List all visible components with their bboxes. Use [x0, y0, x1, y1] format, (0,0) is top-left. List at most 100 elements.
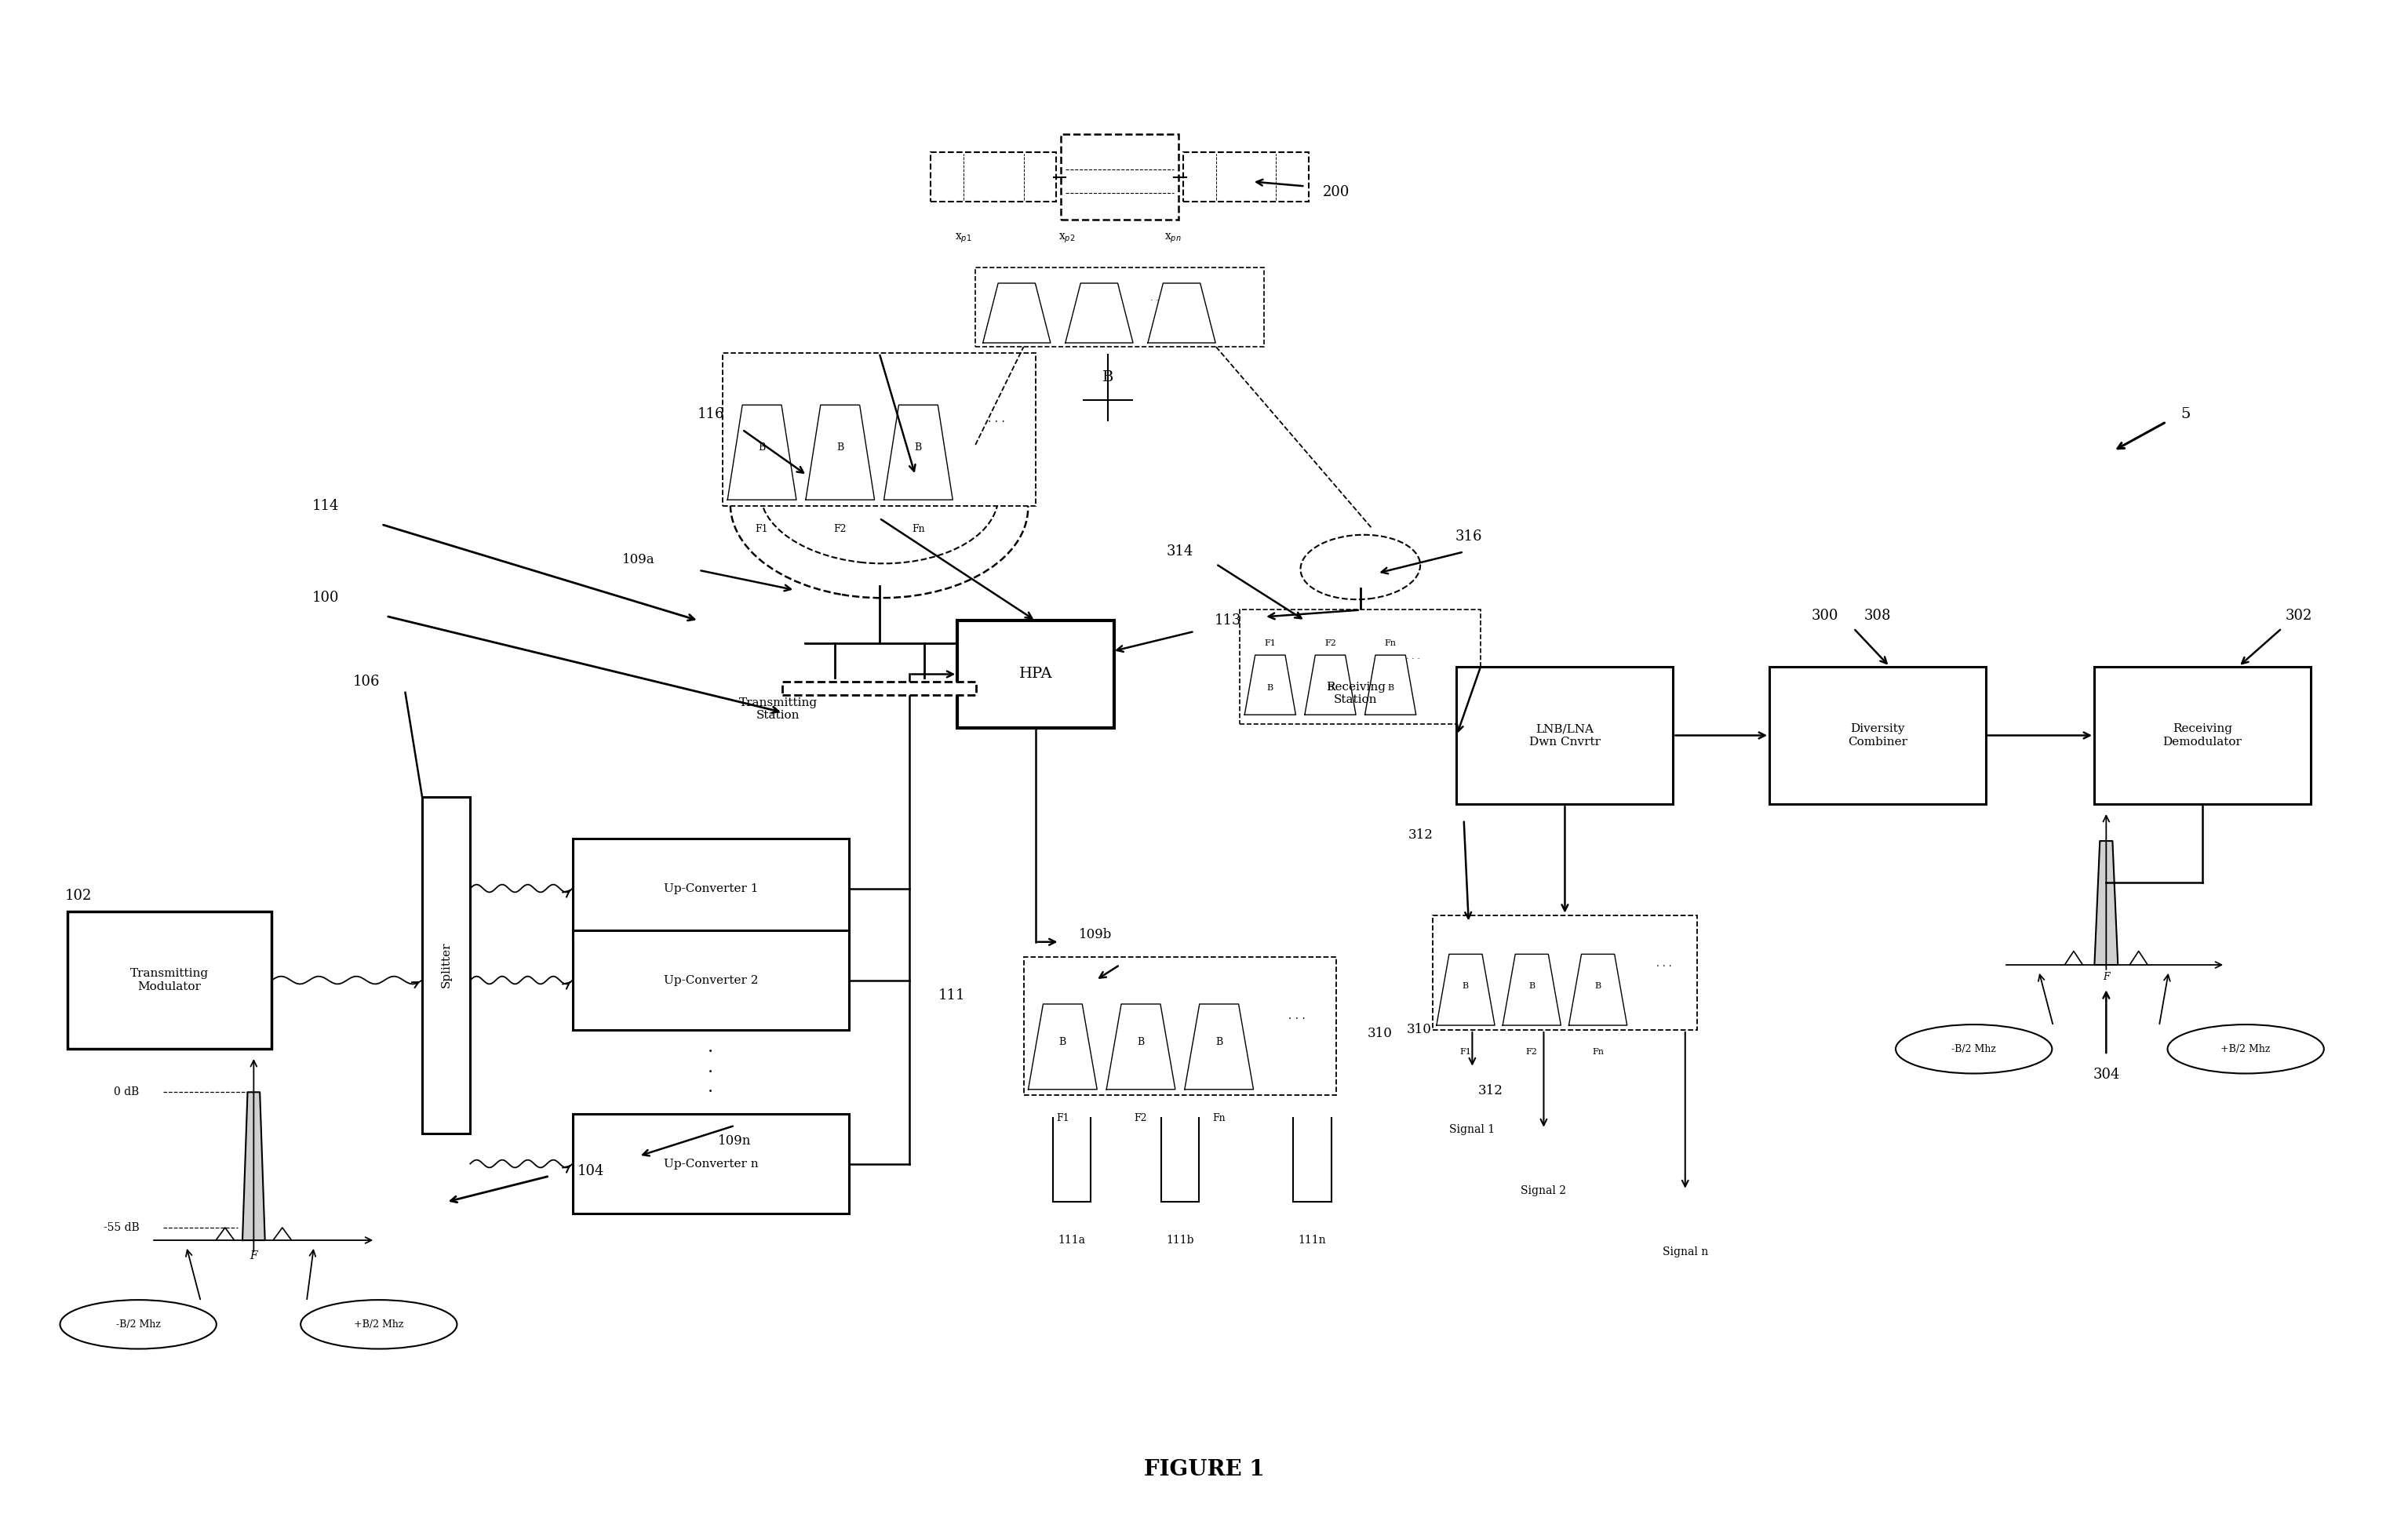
Text: 200: 200	[1322, 185, 1351, 199]
Text: LNB/LNA
Dwn Cnvrtr: LNB/LNA Dwn Cnvrtr	[1529, 723, 1601, 748]
Text: Transmitting
Station: Transmitting Station	[739, 697, 816, 722]
FancyBboxPatch shape	[1433, 915, 1698, 1030]
FancyBboxPatch shape	[2095, 666, 2312, 804]
Text: Up-Converter n: Up-Converter n	[665, 1158, 759, 1169]
Text: B: B	[1216, 1037, 1223, 1048]
Text: ·
·
·: · · ·	[708, 1043, 713, 1100]
FancyBboxPatch shape	[1062, 135, 1180, 221]
Text: · · ·: · · ·	[1406, 656, 1421, 663]
Text: 302: 302	[2285, 610, 2312, 624]
Text: F1: F1	[1264, 639, 1276, 648]
FancyBboxPatch shape	[1023, 958, 1336, 1095]
Text: B: B	[836, 443, 843, 453]
Text: B: B	[1267, 683, 1274, 692]
FancyBboxPatch shape	[1240, 610, 1481, 725]
Text: 0 dB: 0 dB	[113, 1086, 140, 1097]
Text: +B/2 Mhz: +B/2 Mhz	[2220, 1043, 2271, 1054]
Text: 106: 106	[354, 674, 380, 689]
Text: Diversity
Combiner: Diversity Combiner	[1847, 723, 1907, 748]
FancyBboxPatch shape	[722, 352, 1035, 506]
FancyBboxPatch shape	[1770, 666, 1987, 804]
Text: Signal n: Signal n	[1662, 1246, 1707, 1258]
Text: B: B	[1327, 683, 1334, 692]
Text: F1: F1	[756, 524, 768, 535]
Text: F1: F1	[1057, 1114, 1069, 1123]
Text: 304: 304	[2093, 1068, 2119, 1082]
Text: Transmitting
Modulator: Transmitting Modulator	[130, 968, 209, 993]
Polygon shape	[243, 1092, 265, 1241]
Text: Receiving
Station: Receiving Station	[1327, 682, 1385, 706]
FancyBboxPatch shape	[573, 838, 850, 938]
Text: x$_{p1}$: x$_{p1}$	[956, 231, 973, 245]
Polygon shape	[2095, 841, 2119, 965]
Ellipse shape	[301, 1301, 458, 1348]
Text: B: B	[1462, 982, 1469, 990]
Text: B: B	[1103, 371, 1112, 385]
Text: 104: 104	[578, 1164, 604, 1178]
Text: B: B	[1387, 683, 1394, 692]
FancyBboxPatch shape	[975, 267, 1264, 346]
Text: B: B	[1060, 1037, 1067, 1048]
Text: B: B	[915, 443, 922, 453]
Text: · ·: · ·	[1151, 297, 1158, 305]
Text: Fn: Fn	[1592, 1048, 1604, 1056]
Text: · · ·: · · ·	[987, 417, 1004, 427]
Text: 111: 111	[937, 988, 966, 1002]
FancyBboxPatch shape	[1457, 666, 1674, 804]
Text: Up-Converter 1: Up-Converter 1	[665, 882, 759, 893]
Ellipse shape	[60, 1301, 217, 1348]
Text: Up-Converter 2: Up-Converter 2	[665, 974, 759, 985]
Text: F2: F2	[833, 524, 848, 535]
Text: HPA: HPA	[1019, 666, 1052, 682]
Text: 310: 310	[1368, 1026, 1392, 1040]
FancyBboxPatch shape	[932, 153, 1057, 202]
Text: -B/2 Mhz: -B/2 Mhz	[116, 1319, 161, 1330]
Text: Fn: Fn	[913, 524, 925, 535]
FancyBboxPatch shape	[67, 912, 272, 1049]
Text: 300: 300	[1811, 610, 1837, 624]
Ellipse shape	[730, 414, 1028, 597]
Text: 5: 5	[2182, 408, 2191, 421]
Text: Splitter: Splitter	[441, 942, 453, 988]
Text: x$_{p2}$: x$_{p2}$	[1060, 231, 1076, 245]
Text: Receiving
Demodulator: Receiving Demodulator	[2162, 723, 2242, 748]
Text: 312: 312	[1479, 1085, 1503, 1098]
Ellipse shape	[1895, 1025, 2052, 1074]
FancyBboxPatch shape	[573, 1114, 850, 1213]
Text: Signal 2: Signal 2	[1522, 1186, 1568, 1196]
Ellipse shape	[2167, 1025, 2324, 1074]
Text: 116: 116	[698, 408, 725, 421]
Text: F1: F1	[1459, 1048, 1471, 1056]
Text: x$_{pn}$: x$_{pn}$	[1163, 231, 1182, 245]
Text: F2: F2	[1134, 1114, 1146, 1123]
Text: B: B	[1529, 982, 1534, 990]
Text: 113: 113	[1214, 614, 1243, 628]
Text: F: F	[2102, 971, 2109, 982]
Text: · · ·: · · ·	[1288, 1014, 1305, 1025]
FancyBboxPatch shape	[783, 682, 975, 696]
Text: 316: 316	[1454, 530, 1483, 544]
Text: 111a: 111a	[1057, 1235, 1086, 1246]
FancyBboxPatch shape	[1185, 153, 1308, 202]
Text: FIGURE 1: FIGURE 1	[1144, 1458, 1264, 1480]
Text: Signal 1: Signal 1	[1450, 1124, 1495, 1135]
Text: 111n: 111n	[1298, 1235, 1327, 1246]
Text: +B/2 Mhz: +B/2 Mhz	[354, 1319, 405, 1330]
Text: -55 dB: -55 dB	[104, 1223, 140, 1233]
Text: Fn: Fn	[1385, 639, 1397, 648]
FancyBboxPatch shape	[421, 797, 470, 1134]
Text: F2: F2	[1324, 639, 1336, 648]
Text: 312: 312	[1409, 829, 1433, 841]
Text: F2: F2	[1527, 1048, 1539, 1056]
Text: 314: 314	[1165, 545, 1194, 559]
Text: B: B	[759, 443, 766, 453]
Text: B: B	[1594, 982, 1601, 990]
FancyBboxPatch shape	[958, 620, 1115, 728]
Text: 109a: 109a	[621, 553, 655, 567]
FancyBboxPatch shape	[573, 930, 850, 1030]
Ellipse shape	[1300, 535, 1421, 599]
Text: 308: 308	[1864, 610, 1890, 624]
Text: · · ·: · · ·	[1657, 962, 1671, 971]
Text: B: B	[1137, 1037, 1144, 1048]
Text: F: F	[250, 1250, 258, 1261]
